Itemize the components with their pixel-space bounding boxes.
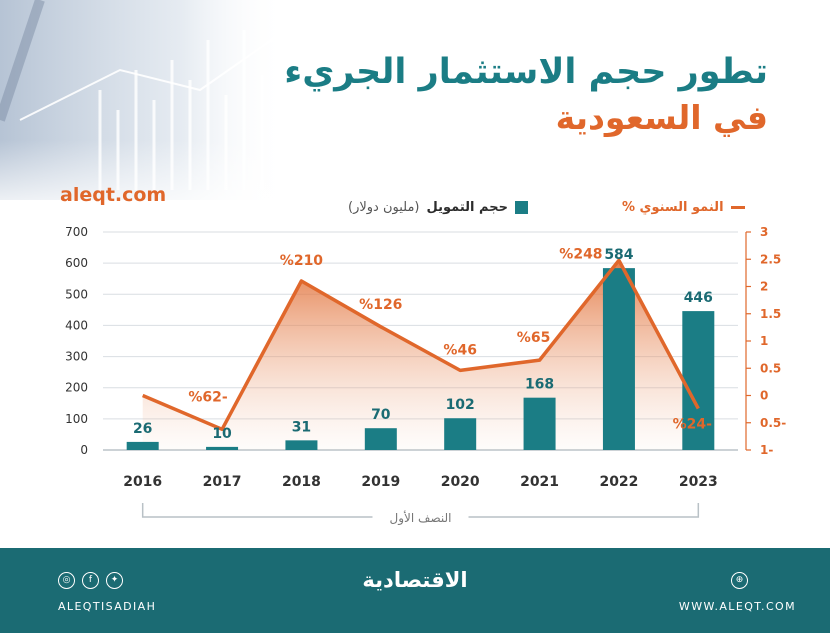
chart-subtitle: في السعودية bbox=[555, 98, 768, 137]
chart-plot: 0 100 200 300 400 500 600 700 1- 0.5- 0 0.5 1 1.5 2 2.… bbox=[65, 225, 786, 526]
y-left-tick-label: 100 bbox=[65, 412, 88, 426]
growth-area-fill bbox=[142, 260, 699, 450]
twitter-icon[interactable]: ✦ bbox=[106, 572, 123, 589]
bar-2016 bbox=[126, 441, 159, 450]
x-tick-label: 2017 bbox=[203, 474, 242, 490]
y-right-tick-label: 3 bbox=[760, 225, 768, 239]
bar-2022 bbox=[602, 268, 635, 450]
y-right-tick-label: 1.5 bbox=[760, 307, 781, 321]
bar-2020 bbox=[444, 418, 477, 450]
legend-line-swatch bbox=[730, 206, 745, 209]
legend-bar-series: حجم التمويل (مليون دولار) bbox=[348, 200, 528, 215]
bar-value-label: 31 bbox=[292, 419, 311, 435]
growth-value-label: %248 bbox=[559, 246, 602, 262]
bar-value-label: 446 bbox=[684, 290, 713, 306]
x-tick-label: 2023 bbox=[679, 474, 718, 490]
bar-value-label: 102 bbox=[446, 397, 475, 413]
bar-2021 bbox=[523, 397, 556, 450]
y-left-tick-label: 500 bbox=[65, 287, 88, 301]
growth-value-label: %24- bbox=[673, 417, 713, 433]
y-left-tick-label: 300 bbox=[65, 350, 88, 364]
bracket-label: النصف الأول bbox=[390, 510, 452, 526]
x-tick-label: 2018 bbox=[282, 474, 321, 490]
footer-bar: الاقتصادية ◎ f ✦ ALEQTISADIAH ⊕ WWW.ALEQ… bbox=[0, 548, 830, 633]
website-link[interactable]: WWW.ALEQT.COM bbox=[678, 600, 796, 613]
x-tick-label: 2016 bbox=[123, 474, 162, 490]
instagram-icon[interactable]: ◎ bbox=[58, 572, 75, 589]
bar-value-label: 584 bbox=[604, 247, 633, 263]
bar-2019 bbox=[364, 428, 397, 450]
chart-title: تطور حجم الاستثمار الجريء bbox=[284, 52, 768, 92]
bar-value-label: 168 bbox=[525, 377, 554, 393]
social-handle[interactable]: ALEQTISADIAH bbox=[58, 600, 157, 613]
y-left-tick-label: 200 bbox=[65, 381, 88, 395]
x-tick-label: 2019 bbox=[361, 474, 400, 490]
bar-2018 bbox=[285, 440, 318, 450]
y-left-tick-label: 600 bbox=[65, 256, 88, 270]
bar-2023 bbox=[682, 311, 715, 450]
site-label: aleqt.com bbox=[60, 184, 167, 206]
y-right-tick-label: 2 bbox=[760, 280, 768, 294]
y-right-tick-label: 1 bbox=[760, 334, 768, 348]
y-right-tick-label: 0.5 bbox=[760, 361, 781, 375]
bar-2017 bbox=[206, 446, 239, 450]
legend-line-label: النمو السنوي % bbox=[622, 200, 724, 215]
bracket-line bbox=[141, 503, 700, 518]
legend-bar-swatch bbox=[514, 201, 528, 214]
growth-value-label: %62- bbox=[188, 389, 228, 405]
y-left-tick-label: 400 bbox=[65, 318, 88, 332]
period-bracket: النصف الأول bbox=[141, 503, 700, 526]
bar-value-label: 10 bbox=[212, 426, 232, 442]
facebook-icon[interactable]: f bbox=[82, 572, 99, 589]
x-tick-label: 2022 bbox=[599, 474, 638, 490]
y-left-tick-label: 0 bbox=[80, 443, 88, 457]
growth-value-label: %126 bbox=[359, 297, 402, 313]
y-right-tick-label: 0.5- bbox=[760, 416, 786, 430]
legend-bar-unit: (مليون دولار) bbox=[348, 200, 420, 215]
globe-icon: ⊕ bbox=[731, 572, 748, 589]
y-right-tick-label: 0 bbox=[760, 389, 768, 403]
growth-line bbox=[142, 258, 700, 432]
decorative-background bbox=[0, 0, 520, 220]
footer-logo: الاقتصادية bbox=[362, 568, 468, 592]
x-tick-label: 2020 bbox=[441, 474, 480, 490]
legend-line-series: النمو السنوي % bbox=[622, 200, 745, 215]
x-tick-label: 2021 bbox=[520, 474, 559, 490]
bar-value-label: 26 bbox=[133, 421, 152, 437]
growth-value-label: %65 bbox=[517, 330, 551, 346]
bar-value-label: 70 bbox=[371, 407, 391, 423]
growth-value-label: %46 bbox=[443, 342, 477, 358]
y-right-tick-label: 1- bbox=[760, 443, 773, 457]
y-right-tick-label: 2.5 bbox=[760, 252, 781, 266]
y-left-tick-label: 700 bbox=[65, 225, 88, 239]
growth-value-label: %210 bbox=[280, 253, 324, 269]
legend-bar-label: حجم التمويل bbox=[426, 200, 508, 215]
